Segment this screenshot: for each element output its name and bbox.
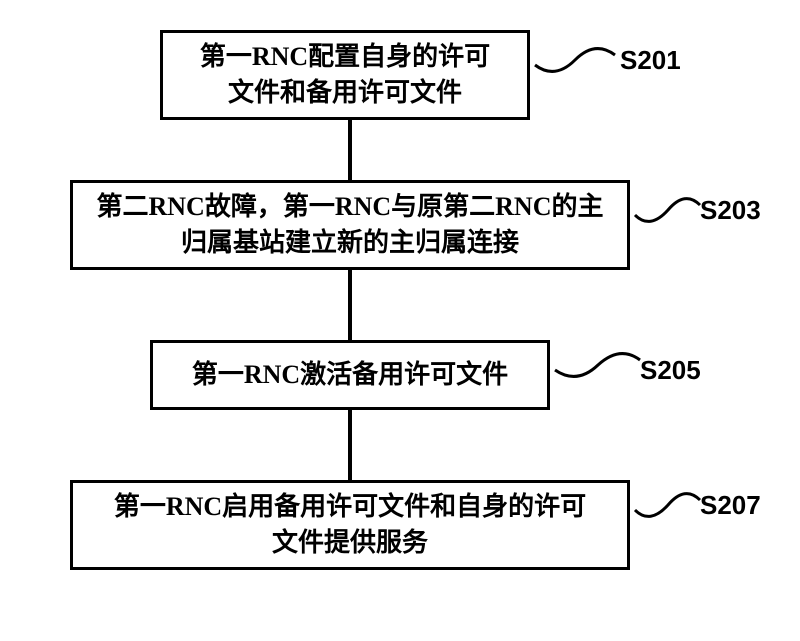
wave-connector-icon [630,180,705,230]
flowchart-node: 第一RNC配置自身的许可文件和备用许可文件 [160,30,530,120]
node-text: 第一RNC配置自身的许可文件和备用许可文件 [200,39,490,112]
wave-connector-icon [630,475,705,525]
connector-line [348,270,352,340]
wave-connector-icon [550,335,645,385]
flowchart-container: 第一RNC配置自身的许可文件和备用许可文件 S201 第二RNC故障，第一RNC… [0,0,800,641]
node-text: 第二RNC故障，第一RNC与原第二RNC的主归属基站建立新的主归属连接 [97,189,604,262]
flowchart-node: 第二RNC故障，第一RNC与原第二RNC的主归属基站建立新的主归属连接 [70,180,630,270]
step-label: S201 [620,45,681,76]
connector-line [348,120,352,180]
connector-line [348,410,352,480]
step-label: S207 [700,490,761,521]
node-text: 第一RNC激活备用许可文件 [192,357,508,393]
flowchart-node: 第一RNC激活备用许可文件 [150,340,550,410]
wave-connector-icon [530,30,620,80]
node-text: 第一RNC启用备用许可文件和自身的许可文件提供服务 [114,489,586,562]
step-label: S205 [640,355,701,386]
step-label: S203 [700,195,761,226]
flowchart-node: 第一RNC启用备用许可文件和自身的许可文件提供服务 [70,480,630,570]
